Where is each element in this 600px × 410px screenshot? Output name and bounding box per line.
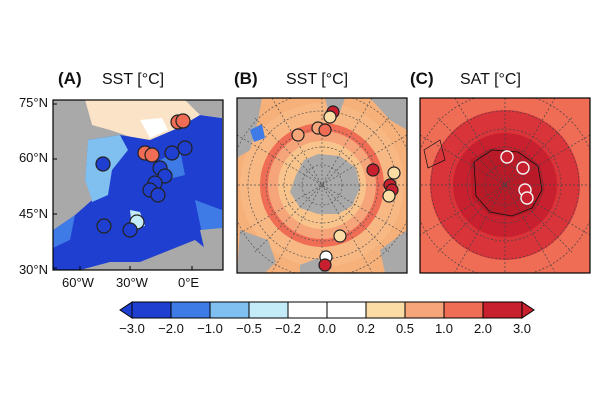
lat-label-60n: 60°N <box>18 150 48 165</box>
panel-c-label: (C) <box>410 69 434 88</box>
panel-b-title: SST [°C] <box>286 71 349 88</box>
colorbar-tick: −2.0 <box>158 321 184 336</box>
panel-b-proxy-sites <box>291 105 401 272</box>
colorbar-tick: −0.5 <box>236 321 262 336</box>
colorbar-tick: 3.0 <box>512 321 532 336</box>
colorbar <box>119 301 535 319</box>
colorbar-tick: −1.0 <box>197 321 223 336</box>
colorbar-tick: 0.0 <box>317 321 337 336</box>
lat-label-30n: 30°N <box>18 262 48 277</box>
lon-label-0e: 0°E <box>178 275 200 290</box>
lat-label-45n: 45°N <box>18 206 48 221</box>
colorbar-tick: 0.2 <box>356 321 376 336</box>
panel-c-title: SAT [°C] <box>460 71 521 88</box>
colorbar-tick: −3.0 <box>119 321 145 336</box>
lon-label-60w: 60°W <box>62 275 94 290</box>
colorbar-tick: 0.5 <box>395 321 415 336</box>
colorbar-tick: 2.0 <box>473 321 493 336</box>
panel-a-title: SST [°C] <box>102 71 165 88</box>
lon-label-30w: 30°W <box>116 275 148 290</box>
panel-b-label: (B) <box>234 69 258 88</box>
panel-a-label: (A) <box>58 69 82 88</box>
panel-a-proxy-sites <box>95 113 193 238</box>
colorbar-tick: 1.0 <box>434 321 454 336</box>
panel-c-proxy-sites <box>500 150 534 205</box>
colorbar-tick: −0.2 <box>275 321 301 336</box>
map-panel-a <box>53 100 223 270</box>
lat-label-75n: 75°N <box>18 95 48 110</box>
map-panel-c <box>420 98 590 273</box>
